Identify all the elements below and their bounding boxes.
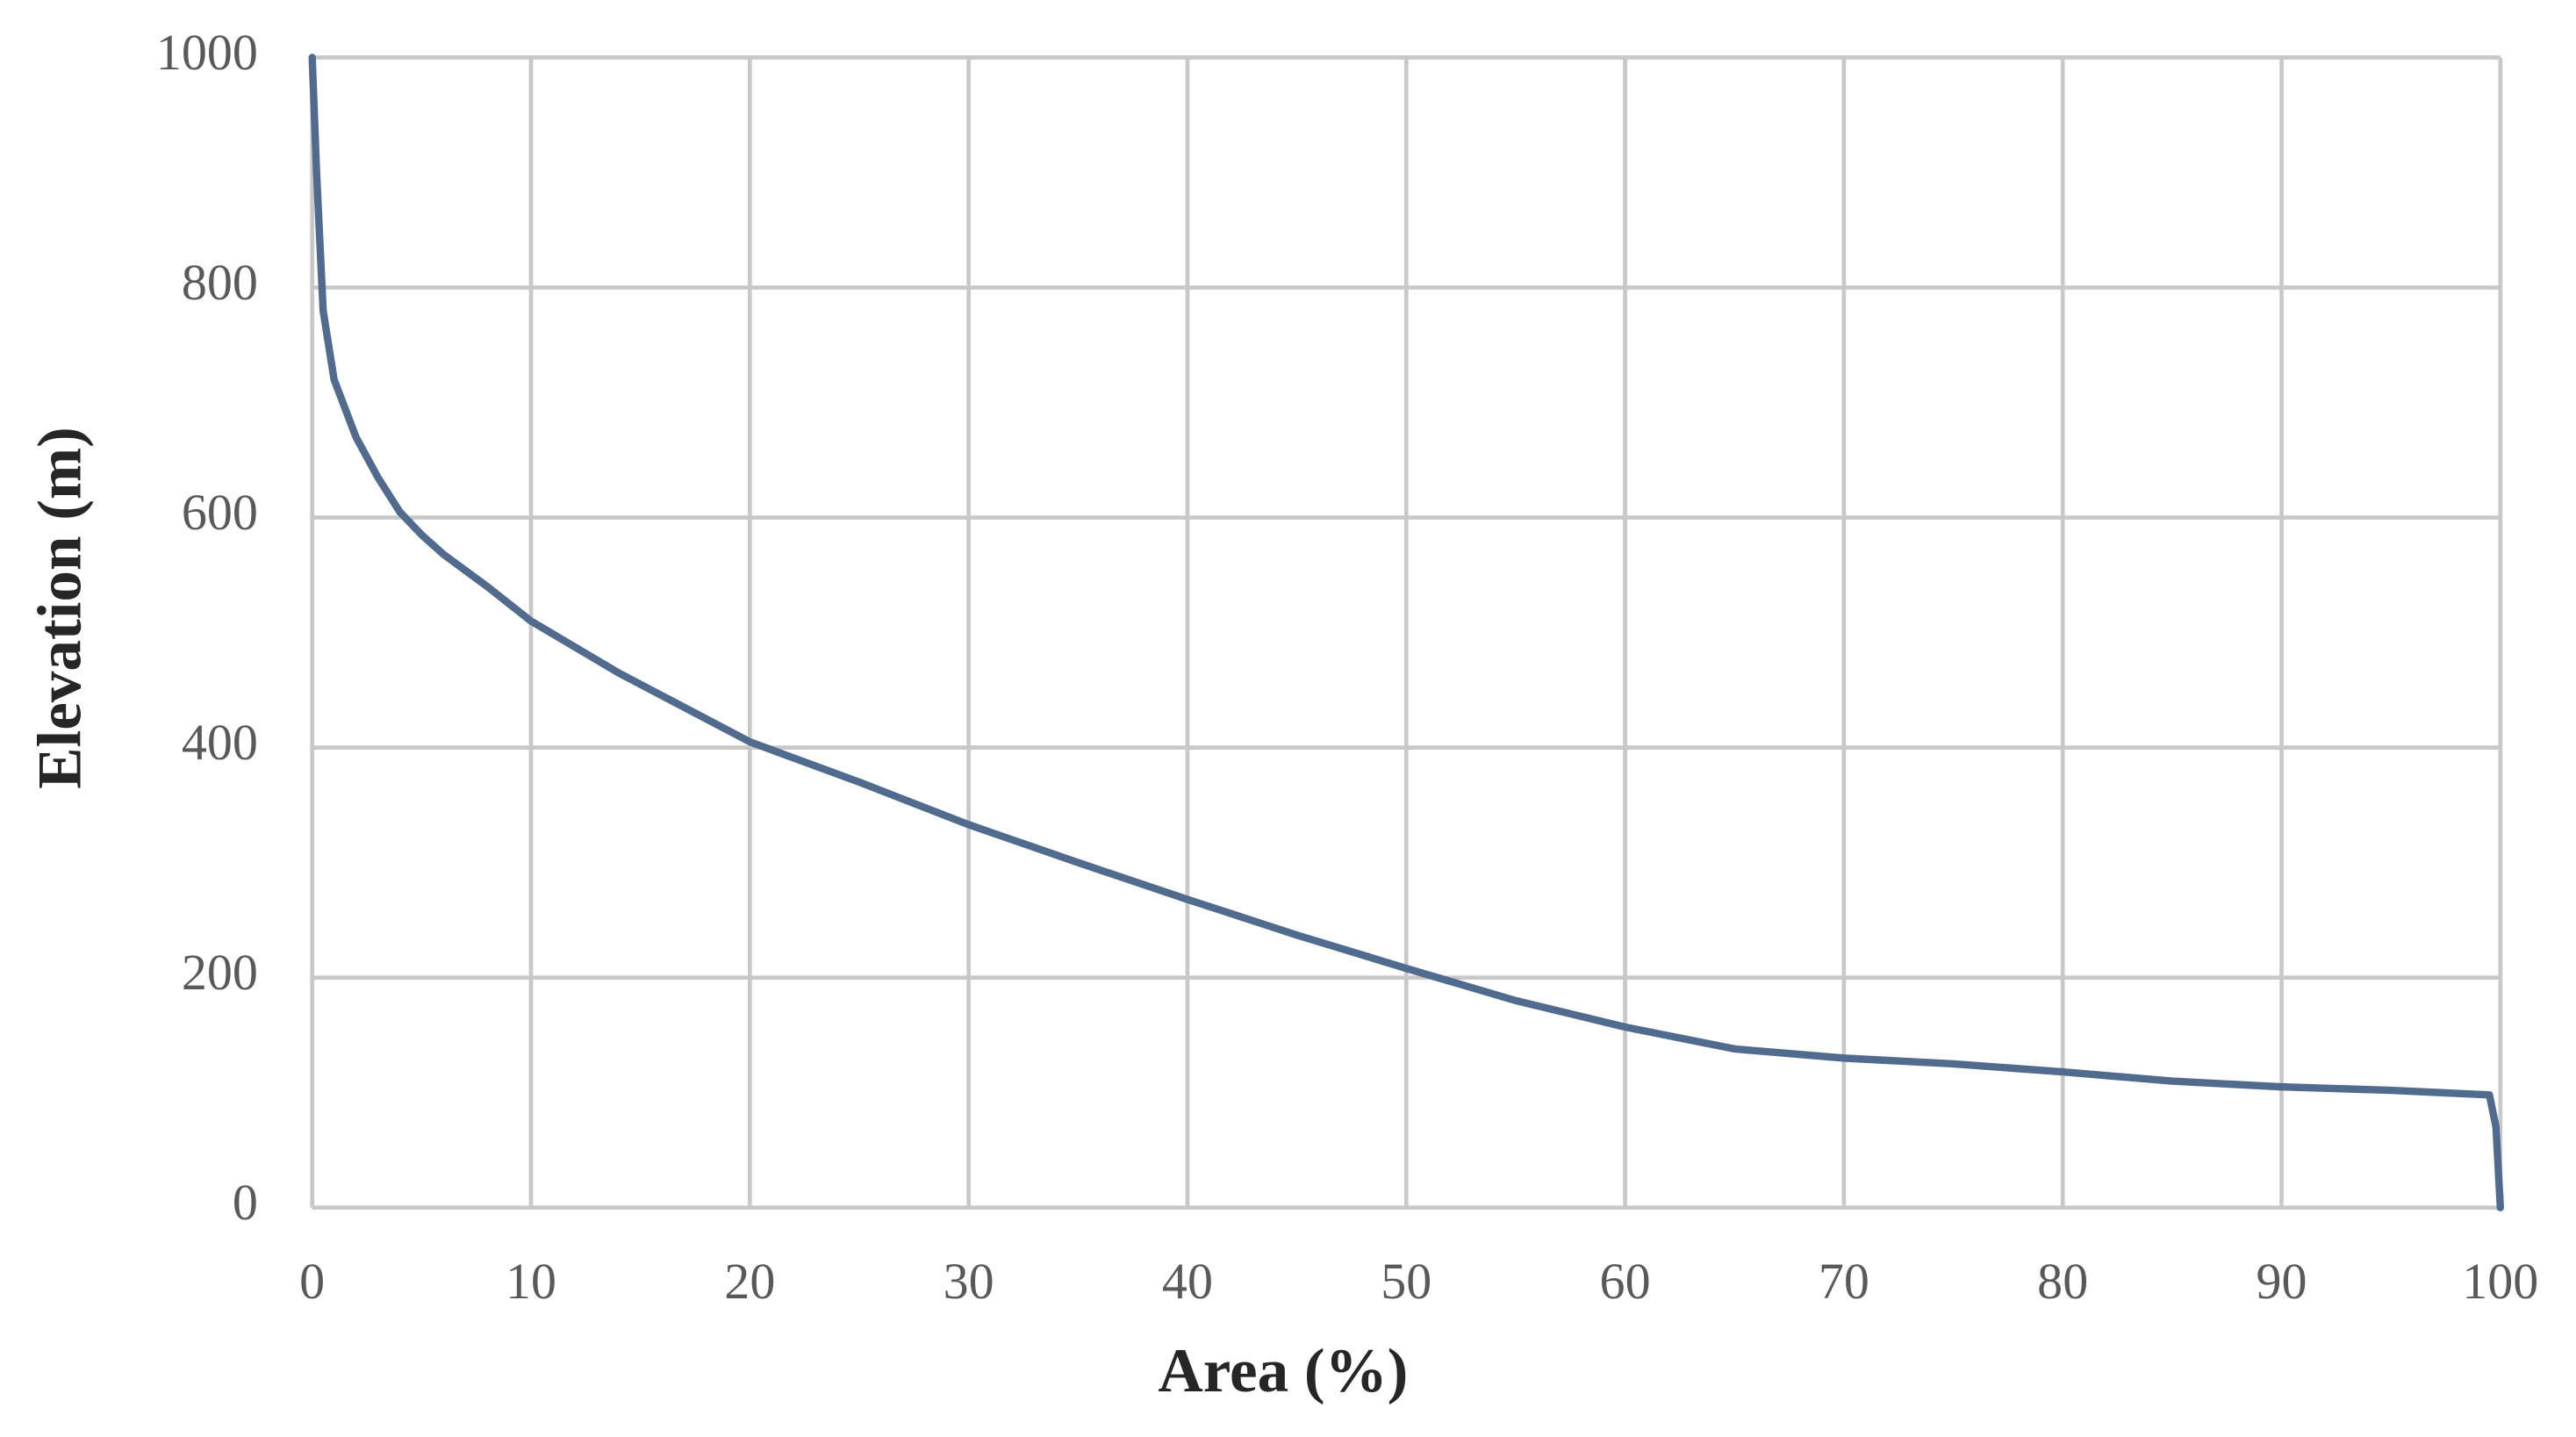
y-tick-label: 200 bbox=[182, 944, 258, 1001]
x-tick-label: 0 bbox=[299, 1253, 325, 1310]
x-tick-label: 70 bbox=[1819, 1253, 1869, 1310]
y-tick-label: 800 bbox=[182, 254, 258, 311]
line-series bbox=[308, 54, 2505, 1211]
y-tick-label: 0 bbox=[233, 1174, 258, 1231]
y-tick-label: 600 bbox=[182, 484, 258, 541]
x-tick-label: 10 bbox=[506, 1253, 556, 1310]
x-tick-label: 50 bbox=[1381, 1253, 1432, 1310]
x-tick-label: 40 bbox=[1162, 1253, 1213, 1310]
x-tick-label: 60 bbox=[1600, 1253, 1651, 1310]
x-axis-title: Area (%) bbox=[1158, 1337, 1408, 1405]
x-tick-label: 100 bbox=[2462, 1253, 2538, 1310]
y-axis-title: Elevation (m) bbox=[25, 427, 94, 789]
y-tick-label: 1000 bbox=[156, 24, 258, 81]
x-tick-label: 30 bbox=[944, 1253, 994, 1310]
x-tick-label: 80 bbox=[2037, 1253, 2088, 1310]
y-tick-label: 400 bbox=[182, 714, 258, 771]
x-tick-label: 20 bbox=[724, 1253, 775, 1310]
x-tick-label: 90 bbox=[2257, 1253, 2307, 1310]
